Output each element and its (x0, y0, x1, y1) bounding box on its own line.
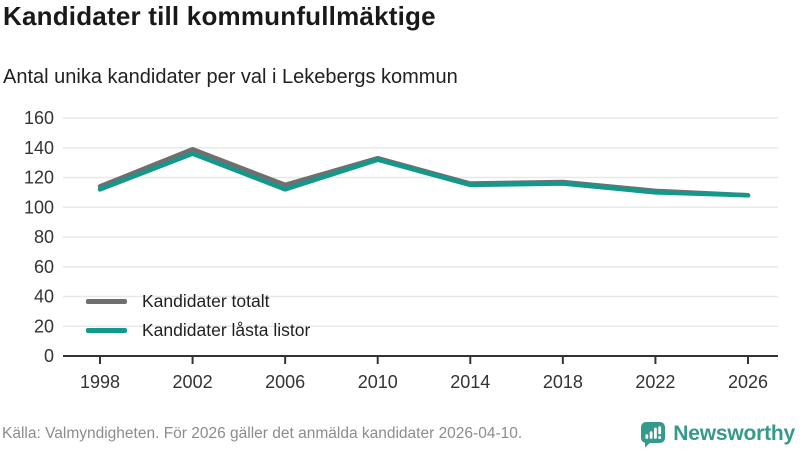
y-tick-label: 60 (34, 257, 54, 277)
x-tick-label: 2014 (450, 372, 490, 392)
chart-subtitle: Antal unika kandidater per val i Lekeber… (3, 66, 458, 88)
page-title: Kandidater till kommunfullmäktige (3, 1, 436, 31)
legend-label-lasta-listor: Kandidater låsta listor (142, 320, 311, 340)
y-tick-label: 40 (34, 287, 54, 307)
y-tick-label: 80 (34, 227, 54, 247)
x-tick-label: 2006 (265, 372, 305, 392)
y-tick-label: 160 (24, 108, 54, 128)
y-tick-label: 20 (34, 316, 54, 336)
newsworthy-wordmark: Newsworthy (673, 422, 795, 445)
legend-item-totalt: Kandidater totalt (86, 287, 310, 316)
y-tick-label: 120 (24, 168, 54, 188)
x-tick-label: 1998 (80, 372, 120, 392)
y-tick-label: 140 (24, 138, 54, 158)
source-note: Källa: Valmyndigheten. För 2026 gäller d… (2, 425, 523, 442)
legend: Kandidater totalt Kandidater låsta listo… (86, 287, 310, 345)
x-tick-label: 2002 (173, 372, 213, 392)
newsworthy-bar-chart-icon (641, 421, 666, 447)
x-tick-label: 2026 (728, 372, 768, 392)
x-tick-label: 2010 (358, 372, 398, 392)
x-tick-label: 2018 (543, 372, 583, 392)
legend-item-lasta-listor: Kandidater låsta listor (86, 316, 310, 345)
newsworthy-logo[interactable]: Newsworthy (640, 421, 800, 448)
x-tick-label: 2022 (635, 372, 675, 392)
legend-label-totalt: Kandidater totalt (142, 291, 270, 311)
y-tick-label: 0 (44, 346, 54, 366)
footer: Källa: Valmyndigheten. För 2026 gäller d… (0, 418, 800, 450)
legend-swatch-lasta-listor (86, 328, 127, 333)
series-line (97, 151, 751, 198)
y-tick-label: 100 (24, 197, 54, 217)
legend-swatch-totalt (86, 299, 127, 304)
